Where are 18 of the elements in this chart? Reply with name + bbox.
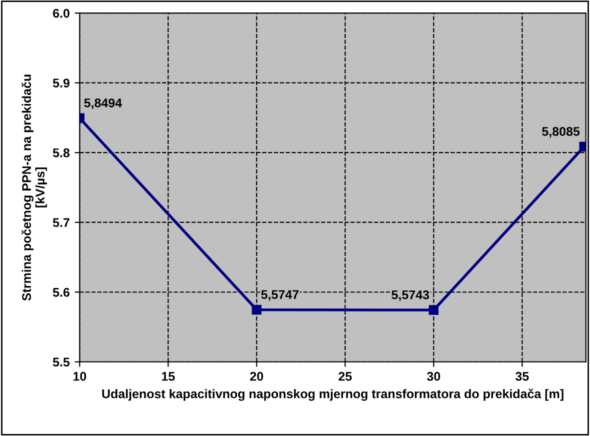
data-label: 5,8085 [542, 127, 580, 138]
data-label: 5,5747 [261, 290, 298, 301]
y-tick-label: 6.0 [53, 8, 70, 18]
data-label: 5,5743 [392, 290, 430, 302]
data-label: 5,8494 [84, 98, 122, 110]
x-tick-label: 20 [250, 372, 264, 381]
y-tick-label: 5.6 [52, 288, 70, 297]
y-tick-label: 5.9 [52, 78, 70, 88]
y-tick-label: 5.8 [52, 148, 70, 158]
x-tick-label: 35 [515, 372, 529, 381]
x-tick-label: 10 [73, 372, 86, 381]
x-axis-title: Udaljenost kapacitivnog naponskog mjernog transformatora do prekidača [m] [102, 388, 564, 401]
x-tick-label: 30 [426, 372, 440, 381]
y-axis-title: Strmina početnog PPN-a na prekidaču [kV/µs] [22, 74, 47, 301]
x-tick-label: 15 [162, 372, 175, 381]
x-tick-label: 25 [338, 372, 352, 381]
y-tick-label: 5.7 [52, 218, 70, 228]
y-tick-label: 5.5 [52, 358, 70, 367]
